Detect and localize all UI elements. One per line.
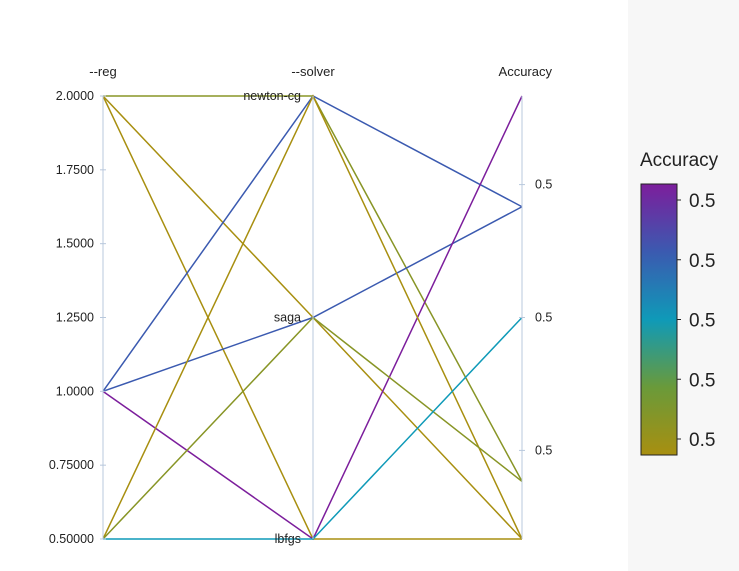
tick-label: 1.2500 bbox=[56, 311, 94, 325]
colorbar-tick-label: 0.5 bbox=[689, 430, 715, 451]
category-label-newton-cg: newton-cg bbox=[243, 89, 301, 103]
axis-title: Accuracy bbox=[499, 64, 553, 79]
colorbar-gradient bbox=[640, 183, 678, 456]
axis-title: --solver bbox=[291, 64, 335, 79]
category-label-lbfgs: lbfgs bbox=[275, 532, 301, 546]
tick-label: 1.0000 bbox=[56, 384, 94, 398]
axes: --reg 2.0000 1.7500 1.5000 1.2500 1.0000 0.750… bbox=[49, 64, 553, 546]
colorbar-tick-label: 0.5 bbox=[689, 370, 715, 391]
axis-solver[interactable]: --solver newton-cg saga lbfgs bbox=[243, 64, 335, 546]
tick-label: 1.5000 bbox=[56, 237, 94, 251]
tick-label: 0.75000 bbox=[49, 458, 94, 472]
colorbar-tick-label: 0.5 bbox=[689, 251, 715, 272]
axis-accuracy[interactable]: Accuracy 0.5 0.5 0.5 bbox=[499, 64, 553, 539]
colorbar: Accuracy 0.5 0.5 0.5 0.5 0.5 bbox=[640, 150, 719, 456]
axis-reg[interactable]: --reg 2.0000 1.7500 1.5000 1.2500 1.0000 0.750… bbox=[49, 64, 117, 546]
tick-label: 0.5 bbox=[535, 178, 552, 192]
tick-label: 0.5 bbox=[535, 443, 552, 457]
category-label-saga: saga bbox=[274, 311, 301, 325]
colorbar-title: Accuracy bbox=[640, 150, 719, 171]
tick-label: 0.50000 bbox=[49, 532, 94, 546]
axis-title: --reg bbox=[89, 64, 116, 79]
tick-label: 2.0000 bbox=[56, 89, 94, 103]
colorbar-tick-label: 0.5 bbox=[689, 311, 715, 332]
tick-label: 1.7500 bbox=[56, 163, 94, 177]
tick-label: 0.5 bbox=[535, 311, 552, 325]
colorbar-tick-label: 0.5 bbox=[689, 191, 715, 212]
